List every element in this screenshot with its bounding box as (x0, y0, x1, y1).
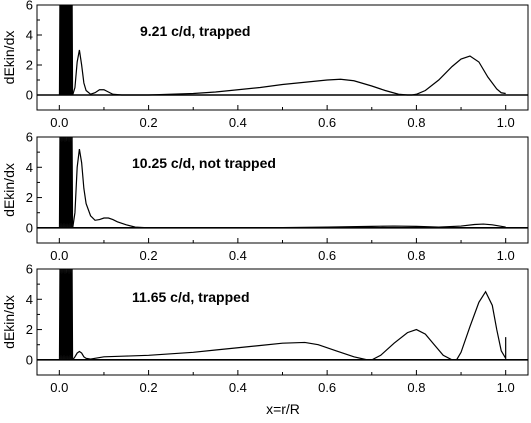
panel-1: 0 2 4 6 0.0 0.2 0.4 0.6 0.8 1.0 9.21 c/d, trappe… (1, 0, 529, 130)
y-tick-label: 4 (26, 160, 33, 175)
x-tick-label: 0.0 (50, 380, 68, 395)
panel-2-y-ticks: 0 2 4 6 (26, 130, 42, 235)
y-tick-label: 2 (26, 190, 33, 205)
x-axis-title: x=r/R (266, 401, 300, 417)
y-tick-label: 6 (26, 0, 33, 13)
panel-3-series-line (72, 290, 507, 361)
x-tick-label: 0.6 (318, 248, 336, 263)
panel-1-annotation: 9.21 c/d, trapped (140, 23, 250, 39)
x-tick-label: 0.0 (50, 115, 68, 130)
x-tick-label: 0.4 (229, 115, 247, 130)
panel-2-core-oscillation (58, 136, 74, 228)
x-tick-label: 0.4 (229, 380, 247, 395)
y-tick-label: 2 (26, 58, 33, 73)
y-tick-label: 6 (26, 130, 33, 145)
panel-3-annotation: 11.65 c/d, trapped (132, 289, 250, 305)
y-tick-label: 2 (26, 322, 33, 337)
y-tick-label: 6 (26, 262, 33, 277)
panel-3-y-axis-title: dEkin/dx (1, 295, 17, 349)
x-tick-label: 0.4 (229, 248, 247, 263)
y-tick-label: 0 (26, 220, 33, 235)
y-tick-label: 4 (26, 292, 33, 307)
panel-2-series-line (72, 149, 506, 229)
x-tick-label: 0.2 (140, 115, 158, 130)
x-tick-label: 0.8 (407, 115, 425, 130)
panel-2-annotation: 10.25 c/d, not trapped (132, 155, 276, 171)
panel-3-x-ticks: 0.0 0.2 0.4 0.6 0.8 1.0 (50, 370, 515, 395)
panel-1-series-line (72, 49, 506, 96)
panel-1-y-axis-title: dEkin/dx (1, 31, 17, 85)
panel-2-y-axis-title: dEkin/dx (1, 163, 17, 217)
y-tick-label: 0 (26, 352, 33, 367)
y-tick-label: 0 (26, 88, 33, 103)
panel-1-core-oscillation (58, 4, 74, 96)
panel-3: 0 2 4 6 0.0 0.2 0.4 0.6 0.8 1.0 11.65 c/d, trapp… (1, 262, 529, 395)
x-tick-label: 0.6 (318, 380, 336, 395)
x-tick-label: 0.0 (50, 248, 68, 263)
panel-2-x-ticks: 0.0 0.2 0.4 0.6 0.8 1.0 (50, 238, 515, 263)
y-tick-label: 4 (26, 28, 33, 43)
x-tick-label: 0.6 (318, 115, 336, 130)
x-tick-label: 0.8 (407, 248, 425, 263)
x-tick-label: 1.0 (497, 380, 515, 395)
x-tick-label: 0.2 (140, 380, 158, 395)
x-tick-label: 0.8 (407, 380, 425, 395)
panel-2: 0 2 4 6 0.0 0.2 0.4 0.6 0.8 1.0 10.25 c/d, not t… (1, 130, 529, 263)
panel-3-core-oscillation (58, 268, 74, 360)
x-tick-label: 1.0 (497, 115, 515, 130)
panel-1-x-ticks: 0.0 0.2 0.4 0.6 0.8 1.0 (50, 105, 515, 130)
x-tick-label: 0.2 (140, 248, 158, 263)
x-tick-label: 1.0 (497, 248, 515, 263)
